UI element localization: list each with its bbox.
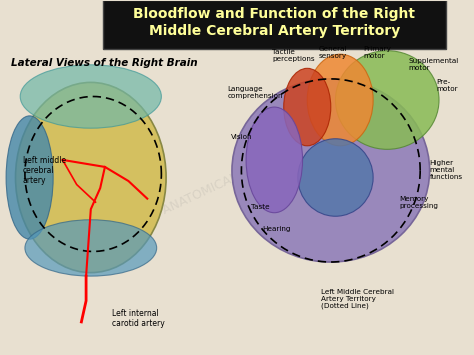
Text: Left internal
carotid artery: Left internal carotid artery [112, 309, 165, 328]
Text: Left Middle Cerebral
Artery Territory
(Dotted Line): Left Middle Cerebral Artery Territory (D… [321, 289, 394, 309]
Text: Left middle
cerebral
artery: Left middle cerebral artery [23, 155, 66, 185]
Text: Language
comprehension: Language comprehension [227, 87, 283, 99]
Text: Memory
processing: Memory processing [399, 196, 438, 209]
Text: Taste: Taste [251, 204, 269, 211]
Text: Lateral Views of the Right Brain: Lateral Views of the Right Brain [11, 58, 198, 68]
Ellipse shape [20, 65, 161, 128]
Text: Hearing: Hearing [263, 225, 291, 231]
Text: ANATOMICAL JUSTICE LLC: ANATOMICAL JUSTICE LLC [161, 137, 312, 218]
Ellipse shape [232, 79, 429, 262]
Ellipse shape [336, 51, 439, 149]
Text: General
sensory: General sensory [319, 46, 347, 59]
Ellipse shape [25, 220, 157, 276]
Text: Middle Cerebral Artery Territory: Middle Cerebral Artery Territory [149, 24, 400, 38]
Ellipse shape [298, 139, 373, 216]
Text: Supplemental
motor: Supplemental motor [409, 58, 459, 71]
Ellipse shape [284, 68, 331, 146]
Ellipse shape [16, 82, 166, 273]
Text: Pre-
motor: Pre- motor [437, 80, 458, 92]
Text: Higher
mental
functions: Higher mental functions [429, 160, 463, 180]
FancyBboxPatch shape [102, 0, 446, 49]
Ellipse shape [246, 107, 302, 213]
Text: Vision: Vision [230, 134, 252, 140]
Ellipse shape [307, 54, 373, 146]
Ellipse shape [6, 116, 53, 239]
Text: Bloodflow and Function of the Right: Bloodflow and Function of the Right [133, 7, 415, 21]
Text: Primary
motor: Primary motor [364, 46, 392, 59]
Text: Tactile
perceptions: Tactile perceptions [272, 49, 315, 62]
